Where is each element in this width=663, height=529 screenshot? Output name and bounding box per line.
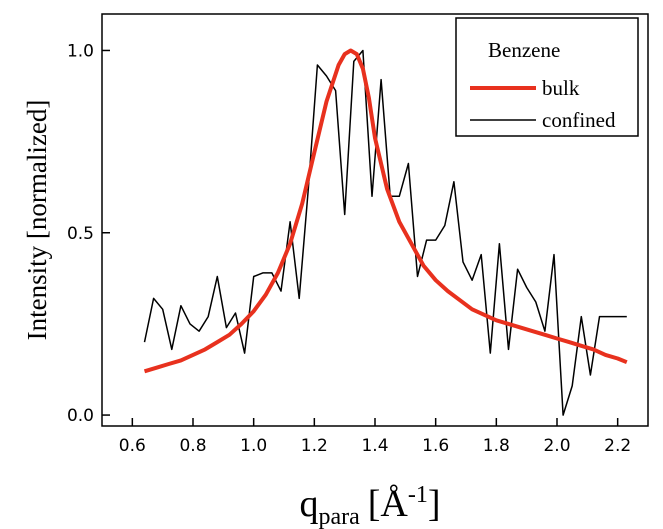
x-axis-label-unit-base: Å bbox=[380, 483, 408, 525]
x-tick-label: 2.2 bbox=[604, 436, 631, 456]
x-tick-label: 0.6 bbox=[119, 436, 146, 456]
x-axis-label-subscript: para bbox=[318, 504, 360, 529]
legend-title: Benzene bbox=[488, 38, 560, 62]
x-tick-label: 0.8 bbox=[179, 436, 206, 456]
series-line-bulk bbox=[143, 48, 628, 374]
x-tick-label: 1.4 bbox=[361, 436, 388, 456]
legend-box bbox=[455, 17, 639, 137]
legend-label-bulk: bulk bbox=[542, 76, 580, 100]
y-tick-label: 0.0 bbox=[67, 406, 94, 426]
series-layer bbox=[143, 48, 628, 416]
x-axis-label-unit-sup: -1 bbox=[408, 482, 428, 508]
x-axis-label-unit-open: [ bbox=[368, 483, 381, 525]
x-axis: 0.6 0.8 1.0 1.2 1.4 1.6 1.8 2.0 2.2 bbox=[119, 418, 631, 456]
x-tick-label: 1.6 bbox=[422, 436, 449, 456]
legend: Benzene bulk confined bbox=[455, 17, 639, 137]
x-axis-label-main: q bbox=[299, 483, 318, 525]
x-tick-label: 1.0 bbox=[240, 436, 267, 456]
y-axis-label: Intensity [normalized] bbox=[22, 100, 52, 341]
x-tick-label: 2.0 bbox=[543, 436, 570, 456]
x-tick-label: 1.2 bbox=[301, 436, 328, 456]
y-axis: 0.0 0.5 1.0 bbox=[67, 41, 110, 426]
y-tick-label: 0.5 bbox=[67, 224, 94, 244]
x-axis-label-unit-close: ] bbox=[428, 483, 441, 525]
x-axis-label: qpara [Å-1] bbox=[299, 482, 440, 529]
y-tick-label: 1.0 bbox=[67, 41, 94, 61]
x-tick-label: 1.8 bbox=[483, 436, 510, 456]
legend-label-confined: confined bbox=[542, 108, 616, 132]
series-line-confined bbox=[143, 49, 627, 416]
